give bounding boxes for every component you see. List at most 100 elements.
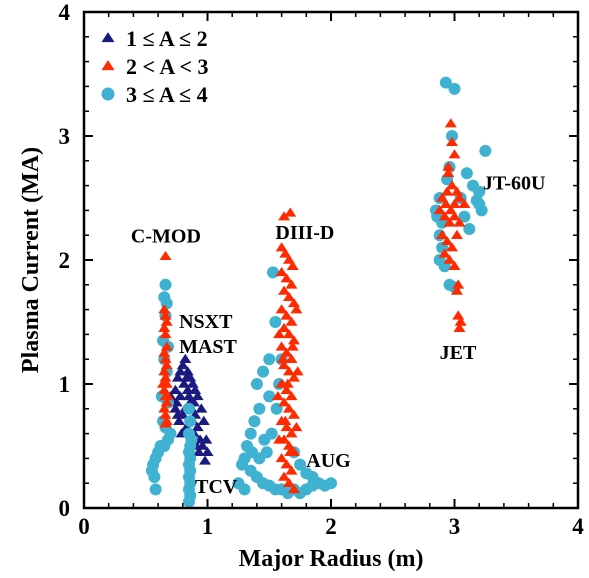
series-high-A-marks [145, 76, 492, 508]
data-point-triangle [160, 316, 173, 326]
data-point-triangle [446, 180, 459, 190]
data-point-triangle [181, 366, 194, 376]
annotation-label: JET [440, 342, 477, 364]
annotation-label: DIII-D [275, 222, 334, 244]
data-point-circle [238, 483, 251, 496]
data-point-triangle [271, 391, 284, 401]
data-point-triangle [284, 446, 297, 456]
data-point-triangle [171, 372, 184, 382]
data-point-triangle [442, 161, 455, 171]
data-point-triangle [280, 422, 293, 432]
x-tick-label: 1 [202, 514, 214, 539]
data-point-triangle [450, 229, 463, 239]
axis-tick-labels: 0 1 2 3 4 0 1 2 3 4 [59, 0, 585, 539]
data-point-triangle [285, 391, 298, 401]
annotation-label: JT-60U [483, 172, 546, 194]
data-point-triangle [284, 207, 297, 217]
data-point-triangle [158, 384, 171, 394]
data-point-triangle [283, 477, 296, 487]
data-point-triangle [283, 366, 296, 376]
data-point-triangle [287, 372, 300, 382]
data-point-triangle [160, 397, 173, 407]
data-point-triangle [443, 254, 456, 264]
axis-ticks [83, 11, 579, 509]
series-mid-A-marks [157, 118, 471, 494]
data-point-circle [325, 477, 337, 490]
data-point-triangle [201, 446, 214, 456]
legend: 1 ≤ A ≤ 2 2 < A < 3 3 ≤ A ≤ 4 [101, 26, 209, 107]
legend-label: 1 ≤ A ≤ 2 [126, 26, 208, 51]
data-point-triangle [448, 149, 461, 159]
annotation-label: MAST [179, 336, 237, 358]
data-point-triangle [174, 391, 187, 401]
y-tick-label: 3 [59, 124, 71, 149]
data-point-triangle [173, 415, 186, 425]
data-point-triangle [159, 250, 172, 261]
data-point-triangle [159, 418, 172, 428]
data-point-triangle [290, 422, 303, 432]
legend-label: 3 ≤ A ≤ 4 [126, 82, 208, 107]
data-point-triangle [444, 118, 457, 128]
data-point-circle [245, 446, 258, 459]
data-point-triangle [433, 205, 446, 215]
data-point-triangle [159, 310, 172, 320]
data-point-triangle [285, 279, 298, 289]
y-axis-label: Plasma Current (MA) [18, 147, 44, 373]
annotations: C-MOD NSXT MAST TCV DIII-D AUG JT-60U JET [131, 172, 546, 498]
data-point-circle [248, 415, 261, 428]
data-point-triangle [195, 403, 208, 413]
data-point-triangle [197, 415, 210, 425]
data-point-triangle [281, 378, 294, 388]
data-point-triangle [448, 211, 461, 221]
x-tick-label: 0 [78, 514, 90, 539]
data-point-triangle [278, 360, 291, 370]
data-point-triangle [161, 391, 174, 401]
data-point-triangle [283, 403, 296, 413]
data-point-triangle [280, 459, 293, 469]
data-point-triangle [280, 347, 293, 357]
data-point-triangle [176, 360, 189, 370]
data-point-triangle [441, 236, 454, 246]
data-point-triangle [186, 378, 199, 388]
data-point-triangle [285, 353, 298, 363]
data-point-circle [148, 471, 161, 483]
data-point-circle [263, 353, 276, 366]
legend-marker [101, 32, 115, 43]
data-point-circle [257, 365, 270, 378]
data-point-triangle [160, 360, 173, 370]
data-point-circle [250, 378, 263, 390]
data-point-triangle [283, 329, 296, 339]
data-point-circle [458, 210, 471, 223]
data-point-triangle [178, 378, 191, 388]
y-tick-label: 0 [59, 496, 71, 521]
data-point-circle [253, 402, 266, 415]
data-point-triangle [158, 403, 171, 413]
data-point-triangle [441, 186, 454, 196]
data-point-triangle [159, 409, 172, 419]
data-point-triangle [454, 316, 467, 326]
data-point-triangle [280, 310, 293, 320]
data-point-triangle [181, 384, 194, 394]
data-point-triangle [438, 211, 451, 221]
data-point-triangle [453, 322, 466, 332]
data-point-triangle [283, 291, 296, 301]
data-point-triangle [169, 384, 182, 394]
data-point-triangle [278, 211, 291, 221]
data-point-triangle [285, 316, 298, 326]
data-point-triangle [159, 329, 172, 339]
data-point-triangle [286, 341, 299, 351]
data-point-triangle [192, 446, 205, 456]
data-point-triangle [285, 428, 298, 438]
data-point-triangle [279, 248, 292, 258]
annotation-label: TCV [195, 476, 238, 498]
data-point-triangle [275, 267, 288, 277]
data-point-circle [182, 402, 195, 415]
data-point-triangle [275, 242, 288, 252]
data-point-circle [263, 390, 276, 403]
y-tick-label: 2 [59, 248, 71, 273]
data-point-triangle [179, 353, 192, 363]
data-point-triangle [446, 136, 459, 146]
data-point-triangle [439, 198, 452, 208]
data-point-triangle [448, 198, 461, 208]
